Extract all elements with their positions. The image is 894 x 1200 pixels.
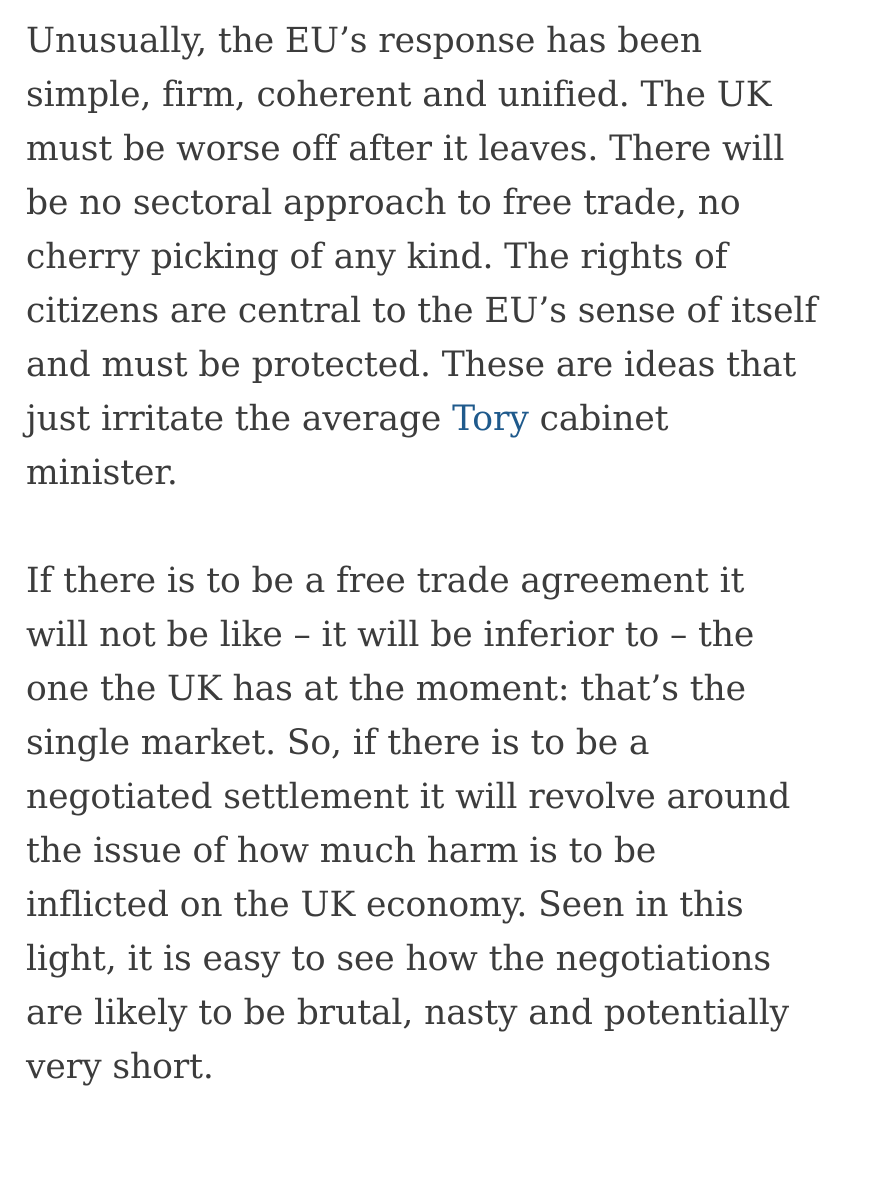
paragraph-line: inflicted on the UK economy. Seen in thi…: [26, 885, 744, 925]
paragraph-line: minister.: [26, 453, 178, 493]
line-text-after-link: cabinet: [528, 399, 669, 439]
paragraph-line: be no sectoral approach to free trade, n…: [26, 183, 741, 223]
paragraph-line: If there is to be a free trade agreement…: [26, 561, 745, 601]
paragraph-line: light, it is easy to see how the negotia…: [26, 939, 771, 979]
paragraph-line: cherry picking of any kind. The rights o…: [26, 237, 728, 277]
paragraph-line: one the UK has at the moment: that’s the: [26, 669, 746, 709]
paragraph-line: and must be protected. These are ideas t…: [26, 345, 797, 385]
paragraph-line: negotiated settlement it will revolve ar…: [26, 777, 791, 817]
article-body: Unusually, the EU’s response has been si…: [26, 14, 886, 1094]
paragraph-1: Unusually, the EU’s response has been si…: [26, 14, 886, 500]
line-text-before-link: just irritate the average: [26, 399, 453, 439]
paragraph-line: must be worse off after it leaves. There…: [26, 129, 785, 169]
tory-link[interactable]: Tory: [452, 399, 529, 439]
paragraph-2: If there is to be a free trade agreement…: [26, 554, 886, 1094]
paragraph-line: simple, firm, coherent and unified. The …: [26, 75, 772, 115]
paragraph-line: Unusually, the EU’s response has been: [26, 21, 702, 61]
paragraph-line: citizens are central to the EU’s sense o…: [26, 291, 817, 331]
paragraph-line: very short.: [26, 1047, 214, 1087]
paragraph-line: single market. So, if there is to be a: [26, 723, 650, 763]
paragraph-line-with-link: just irritate the average Tory cabinet: [26, 392, 886, 446]
paragraph-line: the issue of how much harm is to be: [26, 831, 657, 871]
paragraph-line: will not be like – it will be inferior t…: [26, 615, 755, 655]
paragraph-line: are likely to be brutal, nasty and poten…: [26, 993, 790, 1033]
